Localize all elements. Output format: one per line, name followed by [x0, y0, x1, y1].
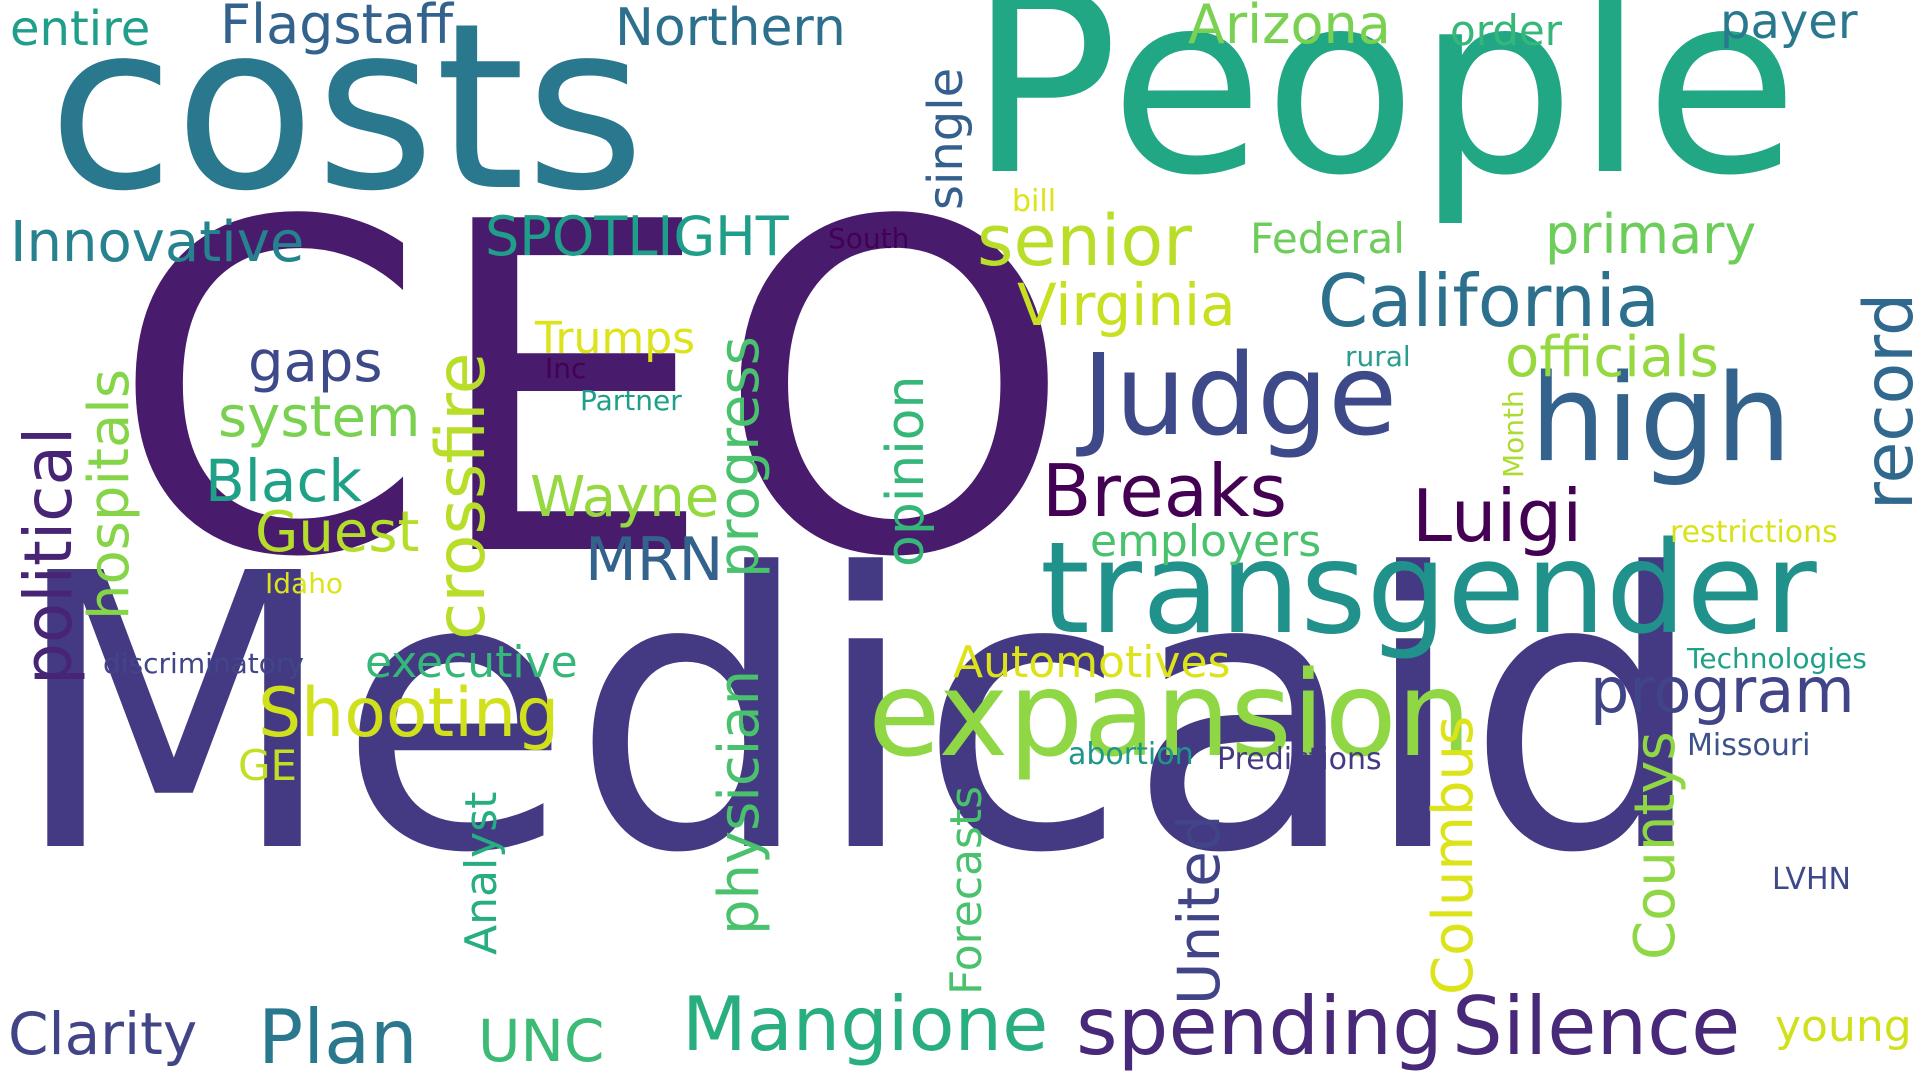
word-countys: Countys — [1623, 731, 1688, 960]
word-opinion: opinion — [876, 375, 936, 567]
word-costs: costs — [48, 0, 646, 242]
word-employers: employers — [1090, 516, 1322, 567]
word-hospitals: hospitals — [77, 368, 142, 620]
word-bill: bill — [1012, 184, 1057, 219]
word-black: Black — [205, 447, 362, 515]
word-gaps: gaps — [248, 330, 383, 395]
word-record: record — [1850, 292, 1920, 510]
word-trumps: Trumps — [535, 313, 696, 364]
word-discriminatory: discriminatory — [103, 647, 304, 680]
word-crossfire: crossfire — [422, 352, 501, 640]
word-wayne: Wayne — [530, 465, 720, 530]
word-arizona: Arizona — [1188, 0, 1391, 56]
word-judge: Judge — [1082, 331, 1398, 461]
word-entire: entire — [10, 1, 151, 57]
word-high: high — [1530, 350, 1792, 489]
word-columbus: Columbus — [1421, 715, 1486, 995]
word-senior: senior — [977, 200, 1192, 282]
word-california: California — [1318, 259, 1660, 343]
word-restrictions: restrictions — [1670, 515, 1838, 550]
word-executive: executive — [365, 637, 578, 688]
word-system: system — [218, 385, 421, 450]
word-technologies: Technologies — [1687, 642, 1867, 675]
word-united: United — [1165, 814, 1233, 1005]
word-physician: physician — [707, 669, 772, 935]
word-payer: payer — [1720, 0, 1858, 50]
word-program: program — [1590, 654, 1855, 727]
word-officials: officials — [1505, 325, 1719, 390]
word-silence: Silence — [1452, 980, 1741, 1073]
word-partner: Partner — [580, 384, 682, 417]
word-shooting: Shooting — [258, 674, 560, 753]
word-automotives: Automotives — [953, 637, 1231, 688]
word-guest: Guest — [255, 500, 420, 565]
word-analyst: Analyst — [456, 791, 507, 955]
word-medicaid: Medicaid — [10, 493, 1708, 936]
word-people: People — [968, 0, 1799, 230]
word-virginia: Virginia — [1017, 271, 1236, 339]
word-rural: rural — [1345, 340, 1411, 373]
word-mangione: Mangione — [682, 980, 1049, 1068]
word-northern: Northern — [615, 0, 846, 58]
word-clarity: Clarity — [8, 1000, 198, 1068]
word-breaks: Breaks — [1042, 449, 1288, 533]
word-plan: Plan — [258, 993, 418, 1080]
word-spotlight: SPOTLIGHT — [485, 205, 789, 268]
word-federal: Federal — [1250, 214, 1405, 263]
word-order: order — [1450, 6, 1562, 55]
word-innovative: Innovative — [10, 210, 305, 275]
word-expansion: expansion — [868, 645, 1472, 783]
word-abortion: abortion — [1068, 737, 1194, 772]
word-mrn: MRN — [585, 525, 724, 595]
word-primary: primary — [1545, 203, 1757, 266]
word-ge: GE — [238, 741, 298, 790]
word-transgender: transgender — [1040, 514, 1817, 662]
word-lvhn: LVHN — [1772, 862, 1851, 897]
word-month: Month — [1497, 390, 1530, 478]
word-flagstaff: Flagstaff — [220, 0, 454, 56]
word-spending: spending — [1076, 980, 1443, 1073]
word-predictions: Predictions — [1217, 742, 1382, 777]
word-idaho: Idaho — [265, 567, 344, 600]
word-missouri: Missouri — [1687, 728, 1811, 763]
word-political: political — [10, 426, 87, 685]
word-forecasts: Forecasts — [941, 785, 992, 995]
word-unc: UNC — [478, 1007, 605, 1075]
word-ceo: CEO — [110, 128, 1074, 657]
word-young: young — [1775, 1001, 1912, 1052]
word-inc: Inc — [545, 352, 587, 385]
word-single: single — [918, 67, 974, 210]
word-south: South — [828, 222, 910, 255]
word-luigi: Luigi — [1412, 474, 1583, 558]
